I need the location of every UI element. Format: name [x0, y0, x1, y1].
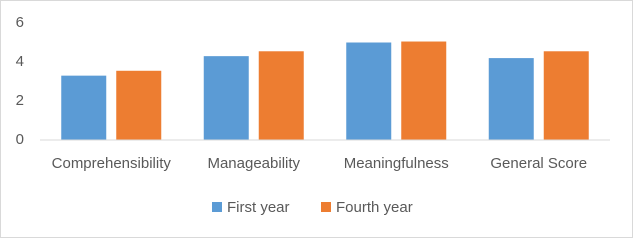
bar: [116, 70, 162, 140]
y-tick-label: 4: [16, 53, 24, 70]
legend-label: Fourth year: [336, 199, 413, 216]
x-tick-label: Manageability: [207, 155, 300, 172]
bar: [488, 58, 534, 140]
bar: [258, 51, 304, 140]
legend-swatch: [321, 202, 331, 212]
x-tick-label: Comprehensibility: [52, 155, 172, 172]
y-tick-label: 6: [16, 14, 24, 31]
legend-label: First year: [227, 199, 290, 216]
x-tick-label: General Score: [490, 155, 587, 172]
bar: [346, 42, 392, 140]
bar: [543, 51, 589, 140]
bar: [203, 56, 249, 140]
bar: [401, 41, 447, 140]
x-tick-label: Meaningfulness: [344, 155, 449, 172]
bar: [61, 75, 107, 140]
y-tick-label: 0: [16, 131, 24, 148]
legend-swatch: [212, 202, 222, 212]
y-tick-label: 2: [16, 92, 24, 109]
